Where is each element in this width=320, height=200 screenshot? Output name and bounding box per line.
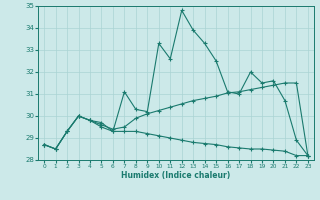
X-axis label: Humidex (Indice chaleur): Humidex (Indice chaleur) xyxy=(121,171,231,180)
